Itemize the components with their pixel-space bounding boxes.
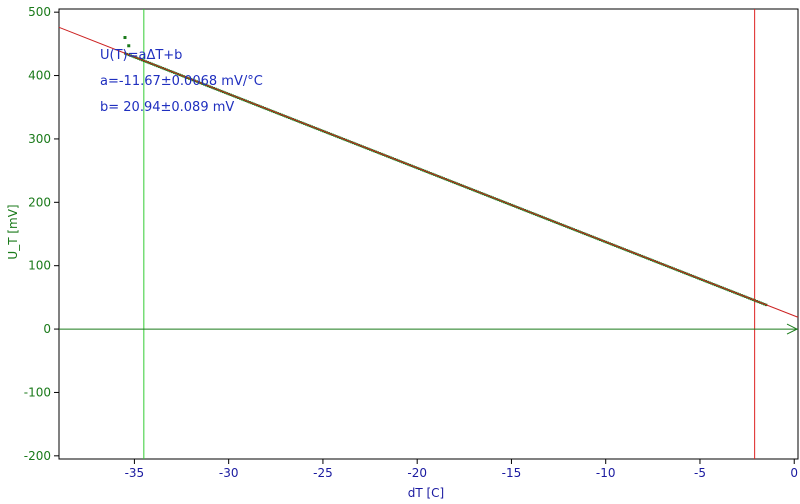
x-tick-label: -35 [125,466,145,480]
annotation-intercept: b= 20.94±0.089 mV [100,100,234,115]
annotation-slope: a=-11.67±0.0068 mV/°C [100,74,263,89]
x-axis-title: dT [C] [408,486,445,500]
y-tick-label: 0 [43,322,51,336]
y-tick-label: 500 [28,5,51,19]
x-tick-label: -15 [502,466,522,480]
y-tick-label: 100 [28,259,51,273]
x-tick-label: -25 [313,466,333,480]
axis-ticks: -35 -30 -25 -20 -15 -10 -5 0 500 400 300 200 100 0 -10… [24,5,798,480]
fit-line [58,26,799,318]
annotation-equation: U(T)=aΔT+b [100,48,182,63]
y-tick-label: 300 [28,132,51,146]
plot-frame [58,8,799,460]
x-tick-label: -20 [407,466,427,480]
y-tick-label: -200 [24,449,51,463]
y-axis-title: U_T [mV] [6,204,20,259]
x-tick-label: 0 [790,466,798,480]
zero-axis-arrow [786,323,799,335]
data-point-outlier [123,36,127,40]
x-tick-label: -30 [219,466,239,480]
y-tick-label: 400 [28,69,51,83]
y-tick-label: 200 [28,195,51,209]
x-tick-label: -5 [694,466,706,480]
x-tick-label: -10 [596,466,616,480]
marker-lines [143,9,756,459]
data-point-outlier [127,44,131,48]
y-tick-label: -100 [24,385,51,399]
